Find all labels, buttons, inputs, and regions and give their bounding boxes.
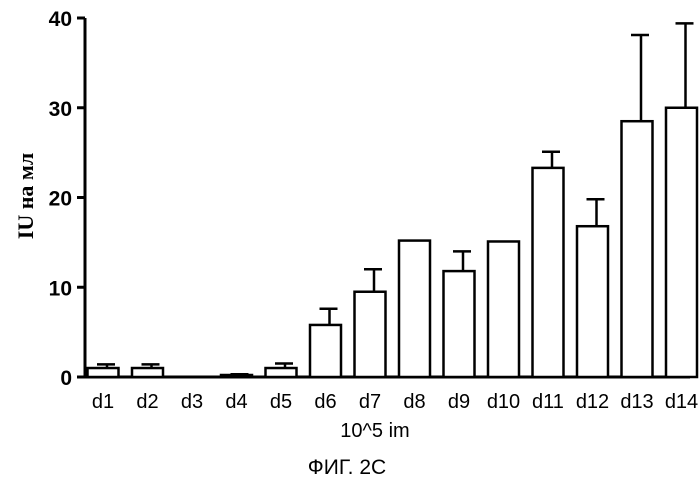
figure-caption: ФИГ. 2С — [308, 456, 386, 479]
x-tick-label-d13: d13 — [620, 391, 653, 413]
y-tick-label: 20 — [49, 188, 72, 211]
y-axis-label: IU на мл — [13, 153, 38, 239]
y-axis-ticks: 0 10 20 30 40 — [49, 8, 85, 390]
x-tick-label-d11: d11 — [532, 391, 564, 413]
x-tick-label-d5: d5 — [270, 391, 292, 413]
bar-d11 — [533, 168, 564, 377]
y-tick-label: 40 — [49, 8, 72, 31]
x-tick-label-d2: d2 — [136, 391, 158, 413]
x-tick-label-d3: d3 — [181, 391, 203, 413]
bars — [88, 108, 698, 377]
x-tick-label-d6: d6 — [314, 391, 336, 413]
x-axis-label: 10^5 im — [340, 420, 409, 442]
y-tick-label: 10 — [49, 277, 72, 300]
x-tick-label-d7: d7 — [359, 391, 381, 413]
y-tick-label: 30 — [49, 98, 72, 121]
x-tick-label-d14: d14 — [665, 391, 698, 413]
x-tick-label-d10: d10 — [487, 391, 520, 413]
bar-d2 — [132, 368, 163, 377]
bar-d10 — [488, 241, 519, 377]
y-tick-label: 0 — [60, 367, 72, 390]
x-tick-label-d12: d12 — [576, 391, 609, 413]
x-tick-label-d9: d9 — [448, 391, 470, 413]
bar-d14 — [666, 108, 697, 377]
x-tick-label-d8: d8 — [403, 391, 425, 413]
bar-d13 — [622, 121, 653, 377]
x-tick-label-d1: d1 — [92, 391, 114, 413]
x-tick-label-d4: d4 — [225, 391, 247, 413]
bar-d12 — [577, 226, 608, 377]
bar-d7 — [355, 292, 386, 377]
bar-d9 — [444, 271, 475, 377]
bar-d1 — [88, 368, 119, 377]
bar-d8 — [399, 241, 430, 377]
x-axis-ticks: d1 d2 d3 d4 d5 d6 d7 d8 d9 d10 d11 d12 d13 d14 — [92, 391, 698, 413]
bar-d5 — [266, 368, 297, 377]
bar-d6 — [310, 325, 341, 377]
